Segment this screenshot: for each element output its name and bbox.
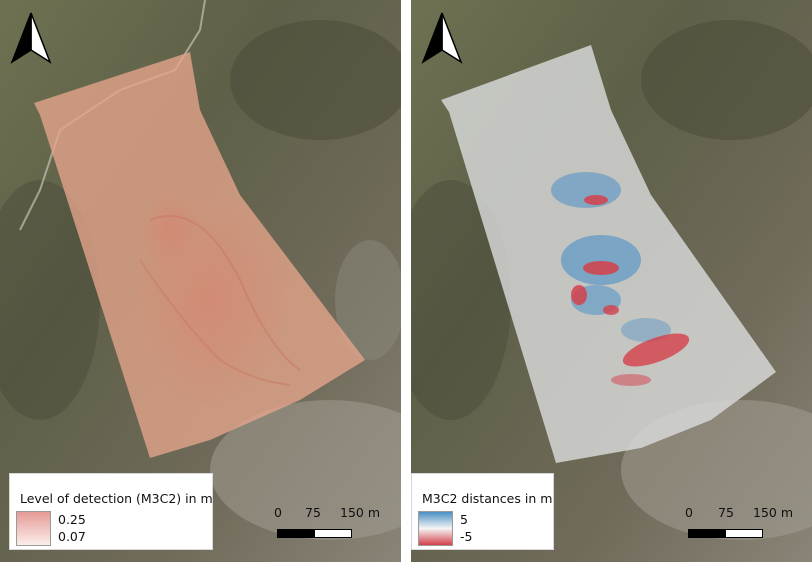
ridge-line <box>149 215 301 371</box>
scale-bar: 0 75 150 m <box>270 505 390 545</box>
uplift-zone <box>621 318 671 342</box>
terrain-shadow <box>641 20 812 140</box>
terrain-shadow <box>0 180 100 420</box>
scale-tick-75: 75 <box>305 505 321 520</box>
terrain-light <box>335 240 401 360</box>
legend-m3c2: M3C2 distances in m 5 -5 <box>411 473 554 550</box>
map-canvas-left <box>0 0 401 562</box>
legend-lod: Level of detection (M3C2) in m 0.25 0.07 <box>9 473 213 550</box>
ridge-line <box>139 259 291 386</box>
terrain-light <box>210 400 401 540</box>
detection-hotspot <box>140 190 200 270</box>
legend-low-value: 0.07 <box>58 529 86 544</box>
subsidence-zone <box>584 195 608 205</box>
legend-title: Level of detection (M3C2) in m <box>20 491 213 506</box>
scale-tick-150: 150 m <box>340 505 381 520</box>
terrain-shadow <box>230 20 401 140</box>
scale-tick-0: 0 <box>274 505 282 520</box>
subsidence-zone <box>583 261 619 275</box>
map-canvas-right <box>411 0 812 562</box>
legend-title: M3C2 distances in m <box>422 491 553 506</box>
scale-tick-150: 150 m <box>753 505 794 520</box>
scale-bar: 0 75 150 m <box>681 505 806 545</box>
north-arrow-icon <box>10 12 52 64</box>
scale-tick-0: 0 <box>685 505 693 520</box>
north-arrow-icon <box>421 12 463 64</box>
scale-segment-white <box>725 529 763 538</box>
legend-high-value: 0.25 <box>58 512 86 527</box>
scale-tick-75: 75 <box>718 505 734 520</box>
color-ramp <box>16 511 51 546</box>
terrain-shadow <box>411 180 511 420</box>
map-panel-right: M3C2 distances in m 5 -5 0 75 150 m <box>411 0 812 562</box>
subsidence-zone <box>611 374 651 386</box>
subsidence-zone <box>603 305 619 315</box>
subsidence-zone <box>622 333 690 367</box>
color-ramp <box>418 511 453 546</box>
legend-low-value: -5 <box>460 529 473 544</box>
scale-segment-white <box>314 529 352 538</box>
subsidence-zone <box>571 285 587 305</box>
scale-segment-black <box>688 529 726 538</box>
uplift-zone <box>561 235 641 285</box>
legend-high-value: 5 <box>460 512 468 527</box>
scale-segment-black <box>277 529 315 538</box>
map-panel-left: Level of detection (M3C2) in m 0.25 0.07… <box>0 0 401 562</box>
